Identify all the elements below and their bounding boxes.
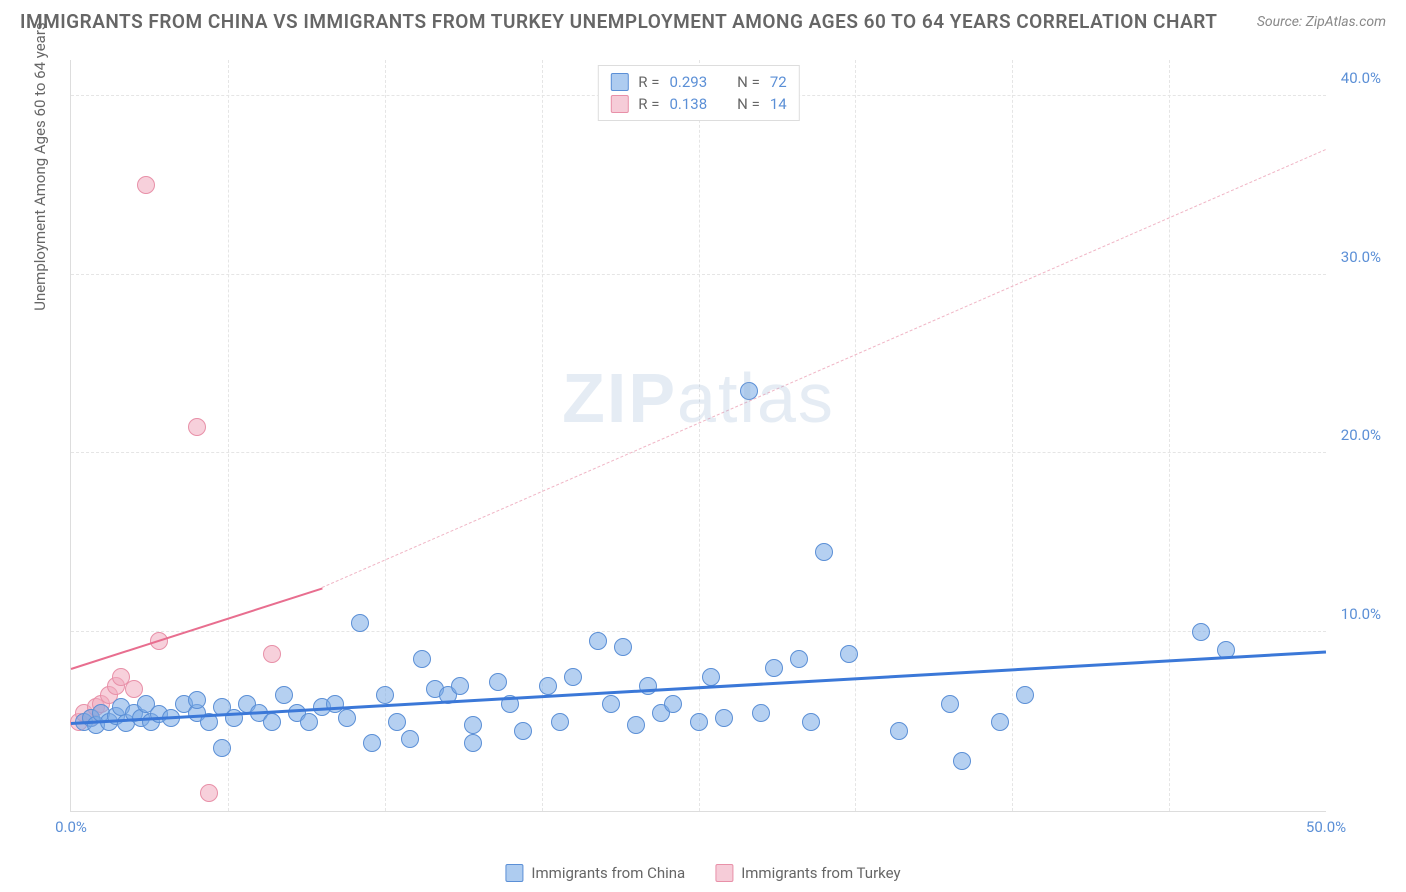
data-point: [464, 734, 482, 752]
data-point: [514, 722, 532, 740]
y-tick-label: 40.0%: [1341, 69, 1381, 87]
data-point: [589, 632, 607, 650]
data-point: [627, 716, 645, 734]
grid-line: [1169, 60, 1170, 811]
trend-line: [322, 149, 1326, 588]
data-point: [338, 709, 356, 727]
data-point: [300, 713, 318, 731]
data-point: [765, 659, 783, 677]
legend-r-label: R =: [638, 73, 659, 91]
grid-line: [228, 60, 229, 811]
data-point: [941, 695, 959, 713]
y-axis-label: Unemployment Among Ages 60 to 64 years: [31, 22, 49, 310]
y-tick-label: 10.0%: [1341, 605, 1381, 623]
grid-line: [1012, 60, 1013, 811]
data-point: [790, 650, 808, 668]
legend-row: R = 0.138 N = 14: [610, 93, 786, 115]
legend-swatch: [610, 73, 628, 91]
chart-header: IMMIGRANTS FROM CHINA VS IMMIGRANTS FROM…: [0, 0, 1406, 38]
data-point: [890, 722, 908, 740]
data-point: [953, 752, 971, 770]
y-tick-label: 20.0%: [1341, 426, 1381, 444]
data-point: [376, 686, 394, 704]
data-point: [802, 713, 820, 731]
data-point: [413, 650, 431, 668]
legend-swatch: [610, 95, 628, 113]
data-point: [614, 638, 632, 656]
chart-area: Unemployment Among Ages 60 to 64 years R…: [50, 50, 1386, 842]
chart-title: IMMIGRANTS FROM CHINA VS IMMIGRANTS FROM…: [20, 10, 1217, 33]
legend-label: Immigrants from China: [531, 864, 685, 882]
data-point: [188, 691, 206, 709]
legend-series: Immigrants from China Immigrants from Tur…: [505, 864, 900, 882]
data-point: [363, 734, 381, 752]
data-point: [1192, 623, 1210, 641]
data-point: [551, 713, 569, 731]
legend-swatch: [505, 864, 523, 882]
data-point: [263, 713, 281, 731]
legend-label: Immigrants from Turkey: [741, 864, 900, 882]
legend-n-value: 72: [770, 73, 787, 91]
data-point: [752, 704, 770, 722]
scatter-plot: R =0.293N =72R =0.138N =14 ZIPatlas 10.0…: [70, 60, 1326, 812]
data-point: [188, 418, 206, 436]
grid-line: [542, 60, 543, 811]
legend-swatch: [715, 864, 733, 882]
data-point: [702, 668, 720, 686]
x-tick-label: 50.0%: [1306, 818, 1346, 836]
legend-n-label: N =: [737, 73, 760, 91]
legend-row: R = 0.293 N = 72: [610, 71, 786, 93]
data-point: [564, 668, 582, 686]
legend-r-label: R =: [638, 95, 659, 113]
data-point: [664, 695, 682, 713]
x-tick-label: 0.0%: [55, 818, 87, 836]
legend-item: Immigrants from China: [505, 864, 685, 882]
data-point: [690, 713, 708, 731]
data-point: [991, 713, 1009, 731]
data-point: [489, 673, 507, 691]
grid-line: [699, 60, 700, 811]
data-point: [464, 716, 482, 734]
data-point: [213, 739, 231, 757]
data-point: [1016, 686, 1034, 704]
legend-r-value: 0.293: [669, 73, 707, 91]
data-point: [351, 614, 369, 632]
data-point: [401, 730, 419, 748]
chart-source: Source: ZipAtlas.com: [1257, 14, 1386, 30]
legend-correlation: R = 0.293 N = 72 R = 0.138 N = 14: [597, 65, 799, 121]
grid-line: [855, 60, 856, 811]
data-point: [263, 645, 281, 663]
data-point: [451, 677, 469, 695]
data-point: [715, 709, 733, 727]
data-point: [840, 645, 858, 663]
data-point: [275, 686, 293, 704]
legend-n-value: 14: [770, 95, 787, 113]
data-point: [602, 695, 620, 713]
legend-r-value: 0.138: [669, 95, 707, 113]
data-point: [200, 784, 218, 802]
data-point: [137, 176, 155, 194]
legend-n-label: N =: [737, 95, 760, 113]
trend-line: [71, 588, 323, 670]
data-point: [815, 543, 833, 561]
legend-item: Immigrants from Turkey: [715, 864, 900, 882]
data-point: [388, 713, 406, 731]
y-tick-label: 30.0%: [1341, 248, 1381, 266]
data-point: [539, 677, 557, 695]
